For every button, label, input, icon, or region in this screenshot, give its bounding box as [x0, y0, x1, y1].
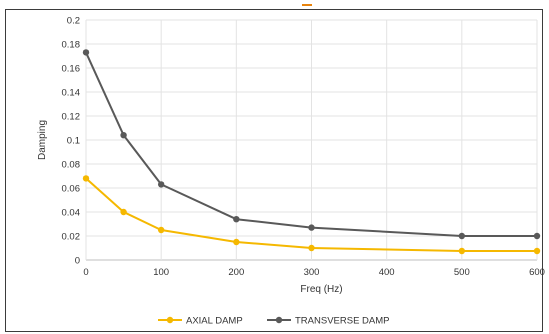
- y-tick-label: 0: [75, 256, 80, 267]
- legend-label: TRANSVERSE DAMP: [295, 316, 390, 327]
- y-tick-labels: 0 0.02 0.04 0.06 0.08 0.1 0.12 0.14 0.16 0.18 0.2: [62, 16, 81, 267]
- x-tick-label: 100: [153, 267, 169, 278]
- y-tick-label: 0.18: [62, 40, 81, 51]
- data-point: [120, 132, 127, 139]
- data-point: [233, 238, 240, 246]
- legend-swatch-marker: [275, 316, 283, 324]
- series-group: [82, 49, 541, 255]
- data-point: [533, 232, 541, 240]
- data-point: [458, 232, 466, 240]
- x-tick-label: 200: [228, 267, 244, 278]
- x-tick-label: 400: [379, 267, 395, 278]
- x-tick-labels: 0 100 200 300 400 500 600: [83, 267, 545, 278]
- top-accent-mark: [302, 0, 312, 6]
- data-point: [308, 224, 315, 231]
- x-tick-label: 300: [304, 267, 320, 278]
- y-tick-label: 0.14: [62, 88, 81, 99]
- x-tick-label: 500: [454, 267, 470, 278]
- data-point: [157, 181, 165, 188]
- y-tick-label: 0.1: [67, 136, 80, 147]
- y-tick-label: 0.08: [62, 160, 81, 171]
- y-tick-label: 0.2: [67, 16, 80, 27]
- y-tick-label: 0.12: [62, 112, 81, 123]
- x-tick-label: 600: [529, 267, 545, 278]
- y-tick-label: 0.16: [62, 64, 81, 75]
- data-point: [82, 49, 90, 56]
- y-tick-label: 0.04: [62, 208, 81, 219]
- x-tick-label: 0: [83, 267, 88, 278]
- x-axis-label: Freq (Hz): [300, 284, 342, 295]
- data-point: [233, 216, 240, 223]
- legend-label: AXIAL DAMP: [186, 316, 243, 327]
- data-point: [533, 247, 541, 255]
- y-tick-label: 0.02: [62, 232, 81, 243]
- grid-lines: [85, 19, 538, 261]
- y-axis-label: Damping: [37, 120, 48, 160]
- data-point: [157, 226, 165, 234]
- y-tick-label: 0.06: [62, 184, 81, 195]
- data-point: [120, 208, 127, 216]
- legend-swatch-marker: [166, 316, 174, 324]
- chart-frame: [5, 9, 543, 332]
- data-point: [82, 175, 90, 182]
- legend: AXIAL DAMP TRANSVERSE DAMP: [158, 316, 390, 327]
- data-point: [458, 247, 466, 255]
- data-point: [308, 244, 315, 252]
